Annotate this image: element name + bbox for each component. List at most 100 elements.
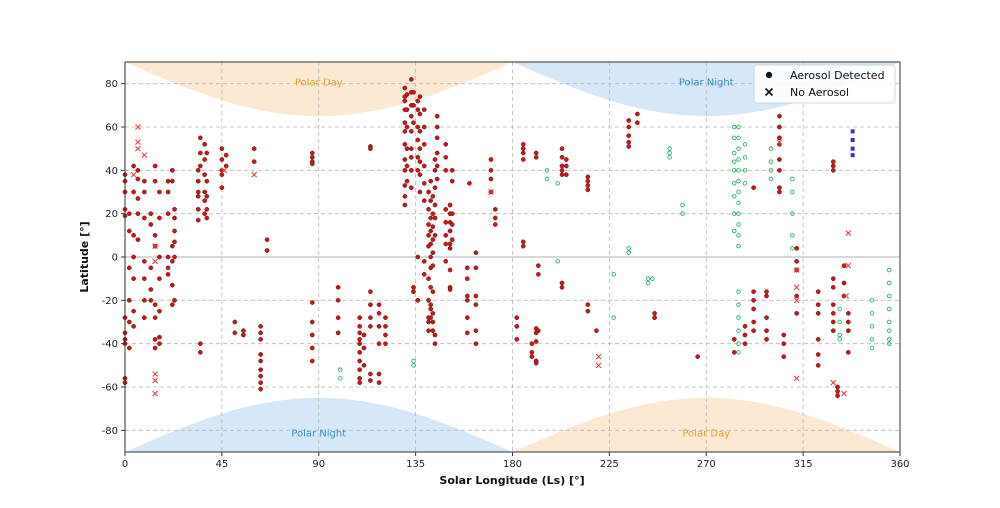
aerosol-point	[520, 157, 526, 162]
aerosol-point	[148, 211, 154, 217]
aerosol-point	[830, 163, 836, 169]
aerosol-point	[514, 315, 520, 321]
aerosol-point	[447, 241, 453, 247]
aerosol-point-green	[736, 243, 741, 249]
y-tick-label: -60	[102, 383, 118, 394]
no-aerosol-point	[793, 267, 800, 273]
aerosol-point	[232, 319, 238, 325]
aerosol-point-green	[790, 233, 795, 238]
region-label: Polar Night	[679, 78, 734, 89]
aerosol-point	[434, 176, 440, 182]
aerosol-point	[202, 172, 208, 178]
aerosol-point-green	[544, 176, 550, 182]
aerosol-point	[357, 358, 363, 364]
aerosol-point	[447, 228, 453, 234]
aerosol-point	[404, 124, 410, 130]
aerosol-point-green	[645, 276, 651, 281]
aerosol-point	[492, 222, 498, 227]
no-aerosol-point	[152, 377, 159, 384]
grid	[125, 62, 900, 452]
aerosol-point	[777, 124, 782, 130]
aerosol-point	[131, 323, 136, 329]
aerosol-point	[402, 98, 408, 104]
aerosol-point-green	[742, 168, 748, 173]
aerosol-point	[428, 228, 434, 234]
aerosol-point	[585, 308, 591, 314]
aerosol-point-green	[736, 124, 741, 130]
aerosol-point	[751, 289, 756, 295]
aerosol-point	[376, 341, 382, 347]
aerosol-point	[357, 349, 363, 355]
aerosol-point	[464, 315, 470, 321]
aerosol-point-blue	[850, 146, 855, 151]
aerosol-point	[142, 215, 147, 221]
aerosol-point-green	[886, 341, 892, 346]
no-aerosol-point	[152, 371, 159, 377]
aerosol-point	[335, 330, 341, 336]
aerosol-point	[559, 280, 565, 286]
aerosol-point-green	[555, 181, 560, 186]
aerosol-point-green	[736, 189, 741, 195]
aerosol-point	[428, 215, 434, 221]
aerosol-point	[447, 287, 453, 292]
aerosol-point	[473, 250, 479, 256]
aerosol-point	[402, 120, 408, 126]
no-aerosol-point	[595, 353, 602, 360]
no-aerosol-point	[152, 243, 159, 250]
aerosol-point	[426, 189, 431, 195]
aerosol-point	[781, 354, 787, 360]
aerosol-point-green	[742, 142, 748, 147]
aerosol-point	[443, 141, 449, 147]
aerosol-point	[815, 310, 821, 316]
aerosol-point	[426, 222, 431, 227]
aerosol-point	[357, 341, 363, 347]
aerosol-point	[126, 319, 132, 325]
aerosol-point	[402, 85, 408, 91]
no-aerosol-point	[488, 189, 494, 195]
aerosol-point	[432, 202, 438, 208]
aerosol-point-green	[742, 155, 748, 160]
aerosol-point	[520, 239, 526, 245]
aerosol-point	[731, 349, 737, 355]
aerosol-point	[443, 258, 449, 264]
aerosol-point	[845, 328, 851, 334]
aerosol-point-blue	[850, 138, 855, 142]
aerosol-point	[426, 276, 431, 282]
aerosol-point	[142, 297, 147, 303]
x-tick-label: 270	[697, 459, 716, 470]
aerosol-point	[492, 206, 498, 212]
aerosol-point	[432, 341, 438, 347]
aerosol-point-green	[886, 319, 892, 325]
aerosol-point	[264, 248, 270, 253]
aerosol-point	[404, 92, 410, 97]
no-aerosol-point	[793, 375, 800, 382]
aerosol-point	[309, 345, 315, 351]
aerosol-point-green	[736, 289, 741, 294]
aerosol-point	[559, 154, 565, 160]
aerosol-point	[411, 284, 416, 290]
aerosol-point	[404, 146, 410, 152]
aerosol-point	[219, 172, 225, 178]
aerosol-point	[402, 128, 408, 134]
aerosol-point	[751, 328, 756, 334]
aerosol-point	[223, 152, 229, 158]
aerosol-point	[202, 157, 208, 162]
aerosol-point	[635, 111, 640, 117]
aerosol-point	[559, 167, 565, 173]
aerosol-point	[449, 211, 455, 217]
aerosol-point	[402, 193, 408, 199]
aerosol-point	[411, 289, 416, 295]
aerosol-point	[492, 215, 498, 221]
aerosol-point	[764, 328, 769, 334]
aerosol-point	[197, 163, 203, 169]
aerosol-point	[520, 243, 526, 249]
aerosol-point-green	[731, 168, 737, 173]
aerosol-point	[408, 113, 414, 119]
aerosol-point	[781, 332, 787, 338]
no-aerosol-point	[152, 390, 159, 397]
aerosol-point	[430, 289, 436, 295]
aerosol-point	[473, 328, 479, 334]
x-tick-label: 0	[122, 459, 128, 470]
aerosol-point	[404, 163, 410, 169]
